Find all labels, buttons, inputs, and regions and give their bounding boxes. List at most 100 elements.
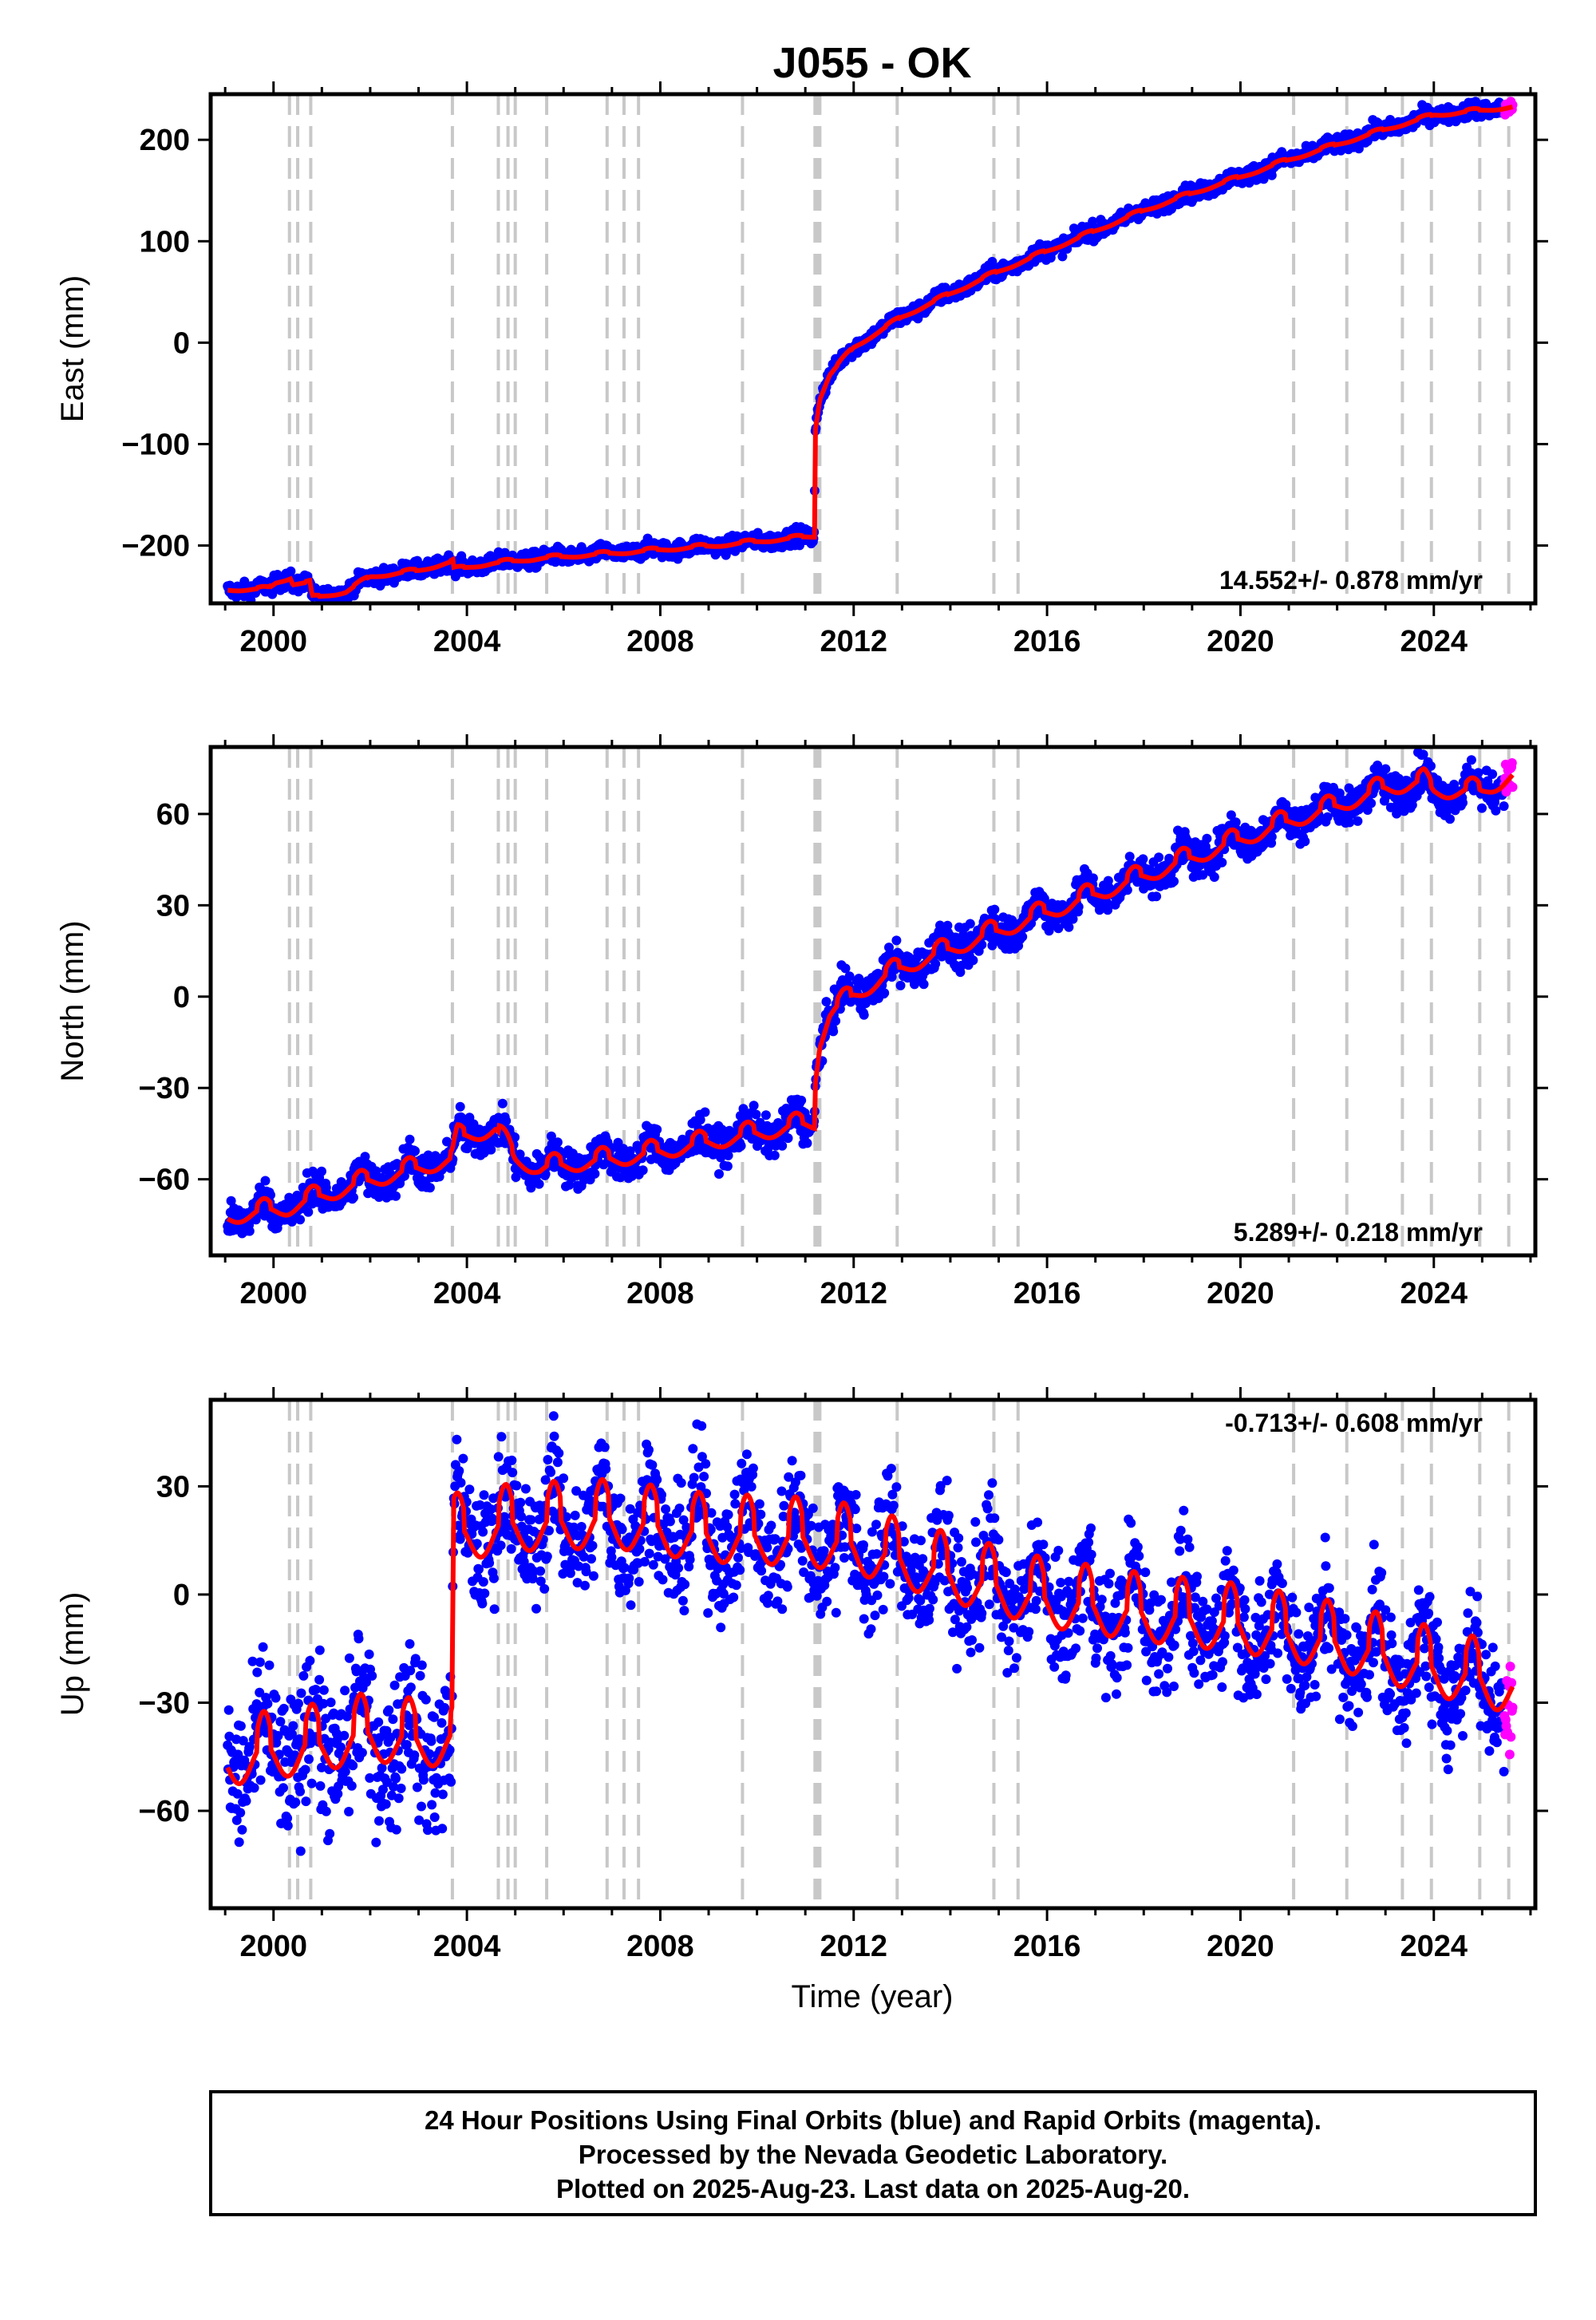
final-orbit-point [354, 1634, 364, 1643]
final-orbit-point [831, 1016, 840, 1026]
final-orbit-point [990, 905, 999, 915]
final-orbit-point [388, 1714, 397, 1724]
final-orbit-point [770, 1151, 780, 1160]
final-orbit-point [1210, 872, 1219, 882]
x-tick-label: 2012 [820, 625, 887, 658]
final-orbit-point [390, 1681, 400, 1690]
final-orbit-point [859, 1010, 869, 1020]
final-orbit-point [339, 1731, 349, 1741]
final-orbit-point [296, 1847, 306, 1856]
final-orbit-point [749, 1101, 759, 1110]
final-orbit-point [391, 1192, 401, 1201]
y-tick-label: 100 [140, 225, 190, 259]
final-orbit-point [381, 1800, 391, 1809]
final-orbit-point [301, 1765, 310, 1774]
final-orbit-point [315, 1646, 325, 1655]
final-orbit-point [326, 1698, 336, 1707]
final-orbit-point [822, 997, 832, 1006]
final-orbit-point [486, 1145, 496, 1155]
final-orbit-point [290, 1797, 300, 1807]
final-orbit-point [283, 1821, 293, 1831]
final-orbit-point [365, 1650, 374, 1659]
final-orbit-point [724, 1151, 733, 1160]
y-tick-label: 60 [156, 798, 190, 832]
final-orbit-point [1323, 812, 1333, 822]
final-orbit-point [968, 955, 978, 965]
final-orbit-point [319, 1686, 329, 1695]
final-orbit-point [1467, 755, 1476, 765]
final-orbit-point [367, 1671, 377, 1681]
final-orbit-point [252, 1668, 262, 1678]
x-tick-label: 2020 [1207, 625, 1274, 658]
final-orbit-point [347, 1781, 357, 1791]
final-orbit-point [1487, 769, 1497, 779]
final-orbit-point [737, 1141, 746, 1151]
final-orbit-point [392, 1825, 401, 1835]
y-tick-label: −100 [121, 428, 190, 461]
final-orbit-point [371, 1838, 381, 1848]
x-tick-label: 2016 [1013, 1277, 1081, 1310]
final-orbit-point [1154, 852, 1163, 862]
final-orbit-point [1445, 814, 1455, 824]
x-tick-label: 2012 [820, 1277, 887, 1310]
x-tick-label: 2000 [239, 625, 307, 658]
final-orbit-point [348, 1761, 358, 1770]
final-orbit-point [406, 1682, 416, 1692]
final-orbit-point [930, 959, 940, 969]
x-tick-label: 2008 [626, 625, 694, 658]
chart-title: J055 - OK [772, 39, 971, 87]
final-orbit-point [341, 1767, 350, 1777]
final-orbit-point [405, 1135, 415, 1144]
final-orbit-point [879, 988, 889, 998]
final-orbit-point [723, 1161, 733, 1171]
x-tick-label: 2000 [239, 1277, 307, 1310]
final-orbit-point [1499, 801, 1509, 811]
final-orbit-point [265, 1661, 275, 1670]
final-orbit-point [325, 1829, 334, 1839]
final-orbit-point [652, 1124, 662, 1134]
final-orbit-point [303, 1207, 313, 1217]
x-tick-label: 2024 [1400, 1277, 1468, 1310]
final-orbit-point [1017, 932, 1027, 942]
final-orbit-point [590, 1169, 599, 1179]
final-orbit-point [761, 1110, 771, 1120]
final-orbit-point [288, 1721, 298, 1731]
y-axis-title: East (mm) [55, 275, 90, 422]
y-tick-label: −30 [139, 1072, 190, 1105]
y-tick-label: 0 [173, 326, 190, 360]
final-orbit-point [891, 935, 901, 945]
final-orbit-point [1267, 171, 1277, 180]
model-curve [227, 107, 1512, 596]
rapid-orbit-point [1507, 758, 1517, 768]
final-orbit-point [349, 1193, 358, 1203]
final-orbit-point [1353, 816, 1362, 826]
final-orbit-point [1088, 873, 1098, 883]
final-orbit-point [263, 1699, 272, 1709]
final-orbit-point [498, 1099, 508, 1109]
final-orbit-point [236, 1721, 246, 1731]
final-orbit-point [714, 1169, 724, 1179]
final-orbit-point [966, 919, 975, 929]
final-orbit-point [297, 1689, 306, 1698]
x-tick-label: 2004 [433, 1277, 501, 1310]
final-orbit-point [224, 1705, 234, 1715]
final-orbit-point [295, 1787, 305, 1796]
x-tick-label: 2020 [1207, 1277, 1274, 1310]
final-orbit-point [397, 1765, 406, 1774]
final-orbit-point [1169, 876, 1179, 886]
final-orbit-point [295, 1215, 305, 1224]
final-orbit-point [1152, 891, 1161, 901]
final-orbit-point [553, 1137, 563, 1147]
final-orbit-point [535, 1180, 544, 1189]
final-orbit-point [317, 1167, 326, 1176]
final-orbit-point [391, 1774, 401, 1784]
final-orbit-point [344, 1807, 354, 1816]
final-orbit-point [255, 1658, 265, 1667]
final-orbit-point [307, 1779, 317, 1788]
final-orbit-point [336, 1742, 346, 1752]
final-orbit-point [410, 1146, 420, 1156]
final-orbit-point [322, 1807, 331, 1816]
